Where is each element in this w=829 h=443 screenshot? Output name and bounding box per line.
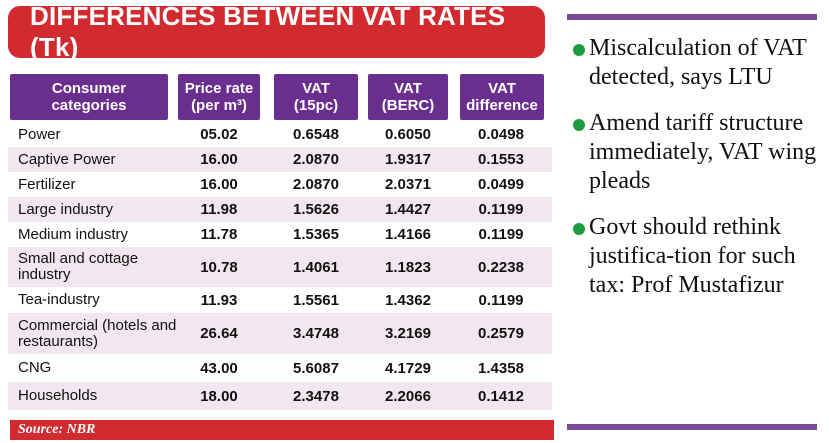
vat15-cell: 2.3478 — [293, 387, 339, 405]
table-row: CNG 43.00 5.6087 4.1729 1.4358 — [8, 354, 552, 382]
header-line: (15pc) — [293, 97, 339, 114]
vat-diff-cell: 0.1199 — [478, 226, 524, 243]
header-line: Consumer — [51, 80, 127, 97]
price-cell: 05.02 — [200, 126, 238, 143]
category-cell: Large industry — [18, 200, 114, 218]
vat-berc-cell: 4.1729 — [385, 359, 431, 377]
header-vat-berc: VAT (BERC) — [368, 74, 448, 120]
category-cell: Power — [18, 125, 61, 143]
vat15-cell: 0.6548 — [293, 126, 339, 143]
highlights-panel: Miscalculation of VAT detected, says LTU… — [567, 6, 823, 436]
header-line: Price rate — [184, 80, 254, 97]
vat-diff-cell: 0.1199 — [478, 291, 524, 309]
vat-diff-cell: 1.4358 — [478, 359, 524, 377]
table-row: Captive Power 16.00 2.0870 1.9317 0.1553 — [8, 147, 552, 172]
category-cell: Tea-industry — [18, 291, 100, 308]
category-cell: Small and cottage industry — [18, 250, 139, 283]
bullet-item: Amend tariff structure immediately, VAT … — [567, 109, 823, 196]
header-line: difference — [466, 97, 538, 114]
vat-berc-cell: 2.0371 — [385, 176, 431, 193]
vat-berc-cell: 0.6050 — [385, 126, 431, 143]
vat15-cell: 2.0870 — [293, 151, 339, 168]
category-cell: Captive Power — [18, 150, 116, 168]
bullet-text: Miscalculation of VAT detected, says LTU — [589, 35, 807, 90]
vat-berc-cell: 1.1823 — [385, 258, 431, 276]
vat-diff-cell: 0.1553 — [478, 151, 524, 168]
vat15-cell: 1.5561 — [293, 291, 339, 309]
table-title: DIFFERENCES BETWEEN VAT RATES (Tk) — [8, 1, 545, 62]
vat-berc-cell: 1.4427 — [385, 201, 431, 218]
vat15-cell: 1.5365 — [293, 226, 339, 243]
vat-diff-cell: 0.2579 — [478, 325, 524, 342]
vat15-cell: 1.5626 — [293, 201, 339, 218]
source-bar: Source: NBR — [10, 420, 554, 440]
vat15-cell: 1.4061 — [293, 258, 339, 276]
price-cell: 11.78 — [200, 226, 238, 243]
vat-diff-cell: 0.1412 — [478, 387, 524, 405]
table-row: Fertilizer 16.00 2.0870 2.0371 0.0499 — [8, 172, 552, 197]
header-line: VAT — [488, 80, 516, 97]
header-vat-15pc: VAT (15pc) — [274, 74, 358, 120]
table-row: Commercial (hotels and restaurants) 26.6… — [8, 313, 552, 354]
vat15-cell: 3.4748 — [293, 325, 339, 342]
vat-diff-cell: 0.0498 — [478, 126, 524, 143]
category-cell: Commercial (hotels and restaurants) — [18, 316, 177, 350]
bullet-text: Govt should rethink justifica-tion for s… — [589, 214, 796, 298]
vat-berc-cell: 2.2066 — [385, 387, 431, 405]
header-vat-difference: VAT difference — [460, 74, 544, 120]
bullet-text: Amend tariff structure immediately, VAT … — [589, 110, 817, 194]
vat15-cell: 5.6087 — [293, 359, 339, 377]
table-row: Households 18.00 2.3478 2.2066 0.1412 — [8, 382, 552, 410]
bullet-dot-icon — [573, 44, 585, 56]
bullet-dot-icon — [573, 119, 585, 131]
top-rule — [567, 14, 817, 20]
price-cell: 16.00 — [200, 151, 238, 168]
vat-berc-cell: 3.2169 — [385, 325, 431, 342]
table-row: Large industry 11.98 1.5626 1.4427 0.119… — [8, 197, 552, 222]
bullet-item: Miscalculation of VAT detected, says LTU — [567, 34, 823, 92]
bottom-rule — [567, 424, 817, 430]
vat15-cell: 2.0870 — [293, 176, 339, 193]
price-cell: 11.98 — [200, 201, 238, 218]
vat-berc-cell: 1.4362 — [385, 291, 431, 309]
table-row: Medium industry 11.78 1.5365 1.4166 0.11… — [8, 222, 552, 247]
table-row: Power 05.02 0.6548 0.6050 0.0498 — [8, 122, 552, 147]
vat-diff-cell: 0.0499 — [478, 176, 524, 193]
header-line: (BERC) — [381, 97, 435, 114]
table-row: Tea-industry 11.93 1.5561 1.4362 0.1199 — [8, 287, 552, 313]
bullet-list: Miscalculation of VAT detected, says LTU… — [567, 34, 823, 317]
bullet-item: Govt should rethink justifica-tion for s… — [567, 213, 823, 300]
price-cell: 43.00 — [200, 359, 238, 377]
category-cell: Medium industry — [18, 225, 129, 243]
table-row: Small and cottage industry 10.78 1.4061 … — [8, 247, 552, 287]
vat-diff-cell: 0.2238 — [478, 258, 524, 276]
header-line: VAT — [302, 80, 330, 97]
price-cell: 10.78 — [200, 258, 238, 276]
vat-berc-cell: 1.9317 — [385, 151, 431, 168]
price-cell: 26.64 — [200, 325, 238, 342]
header-line: categories — [51, 97, 127, 114]
price-cell: 18.00 — [200, 387, 238, 405]
category-cell: Households — [18, 387, 98, 404]
table-header: Consumer categories Price rate (per m³) VA… — [8, 74, 560, 124]
header-line: VAT — [394, 80, 422, 97]
header-line: (per m³) — [191, 97, 247, 114]
category-cell: Fertilizer — [18, 175, 76, 193]
vat-berc-cell: 1.4166 — [385, 226, 431, 243]
bullet-dot-icon — [573, 223, 585, 235]
vat-diff-cell: 0.1199 — [478, 201, 524, 218]
vat-table-panel: DIFFERENCES BETWEEN VAT RATES (Tk) Consu… — [8, 1, 560, 440]
price-cell: 11.93 — [200, 291, 238, 309]
header-price-rate: Price rate (per m³) — [178, 74, 260, 120]
header-consumer-categories: Consumer categories — [10, 74, 168, 120]
price-cell: 16.00 — [200, 176, 238, 193]
category-cell: CNG — [18, 359, 52, 376]
